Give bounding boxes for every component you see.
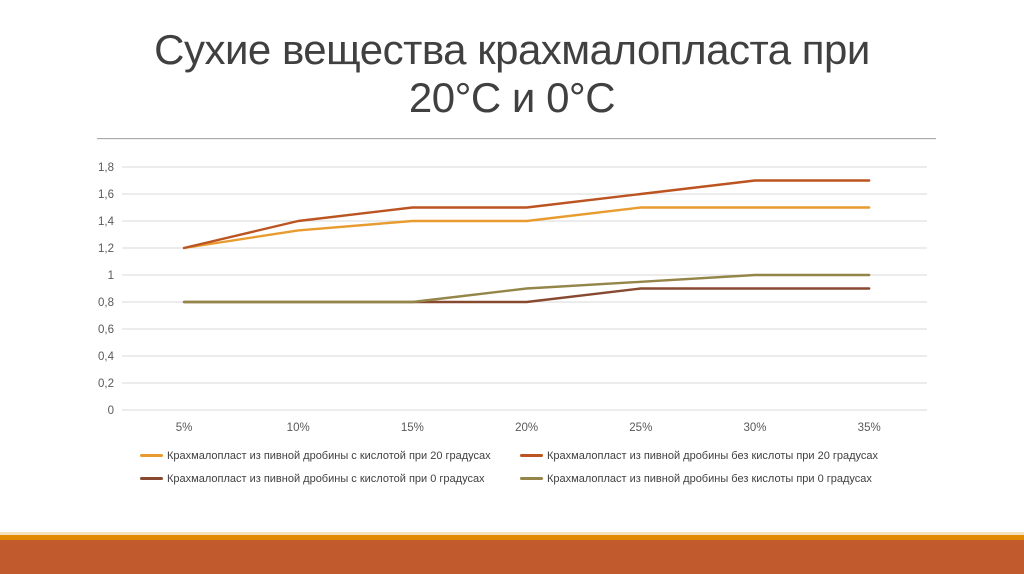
series-line-0 <box>182 206 871 250</box>
y-tick-label: 1,8 <box>98 162 114 174</box>
y-tick-label: 0,2 <box>98 378 114 390</box>
legend-label: Крахмалопласт из пивной дробины с кислот… <box>167 449 491 462</box>
legend-label: Крахмалопласт из пивной дробины без кисл… <box>547 472 872 485</box>
y-tick-label: 0 <box>108 405 114 417</box>
footer-band <box>0 540 1024 574</box>
x-tick-label: 15% <box>401 422 424 434</box>
legend-item: Крахмалопласт из пивной дробины без кисл… <box>520 450 878 462</box>
series-line-3 <box>182 273 871 304</box>
x-tick-label: 10% <box>287 422 310 434</box>
legend-swatch <box>140 454 163 457</box>
legend-swatch <box>140 477 163 480</box>
y-tick-label: 0,8 <box>98 297 114 309</box>
y-tick-label: 0,6 <box>98 324 114 336</box>
legend-item: Крахмалопласт из пивной дробины без кисл… <box>520 473 872 485</box>
x-tick-label: 20% <box>515 422 538 434</box>
legend-swatch <box>520 477 543 480</box>
footer-accent-orange <box>0 535 1024 540</box>
legend-label: Крахмалопласт из пивной дробины без кисл… <box>547 449 879 462</box>
x-tick-label: 5% <box>176 422 193 434</box>
footer-accent-cream <box>0 532 1024 535</box>
y-tick-label: 0,4 <box>98 351 115 363</box>
page-title: Сухие вещества крахмалопласта при 20°С и… <box>154 26 870 122</box>
y-tick-label: 1,6 <box>98 189 114 201</box>
y-tick-label: 1,4 <box>98 216 115 228</box>
chart-legend: Крахмалопласт из пивной дробины с кислот… <box>0 444 1024 490</box>
legend-item: Крахмалопласт из пивной дробины с кислот… <box>140 450 520 462</box>
x-tick-label: 30% <box>743 422 766 434</box>
y-tick-label: 1 <box>108 270 114 282</box>
series-line-1 <box>182 179 871 250</box>
x-tick-label: 35% <box>858 422 881 434</box>
y-tick-label: 1,2 <box>98 243 114 255</box>
x-tick-label: 25% <box>629 422 652 434</box>
legend-row: Крахмалопласт из пивной дробины с кислот… <box>0 444 1024 467</box>
series-line-2 <box>182 287 871 304</box>
title-divider <box>97 138 936 139</box>
legend-row: Крахмалопласт из пивной дробины с кислот… <box>0 467 1024 490</box>
legend-item: Крахмалопласт из пивной дробины с кислот… <box>140 473 520 485</box>
legend-swatch <box>520 454 543 457</box>
legend-label: Крахмалопласт из пивной дробины с кислот… <box>167 472 485 485</box>
